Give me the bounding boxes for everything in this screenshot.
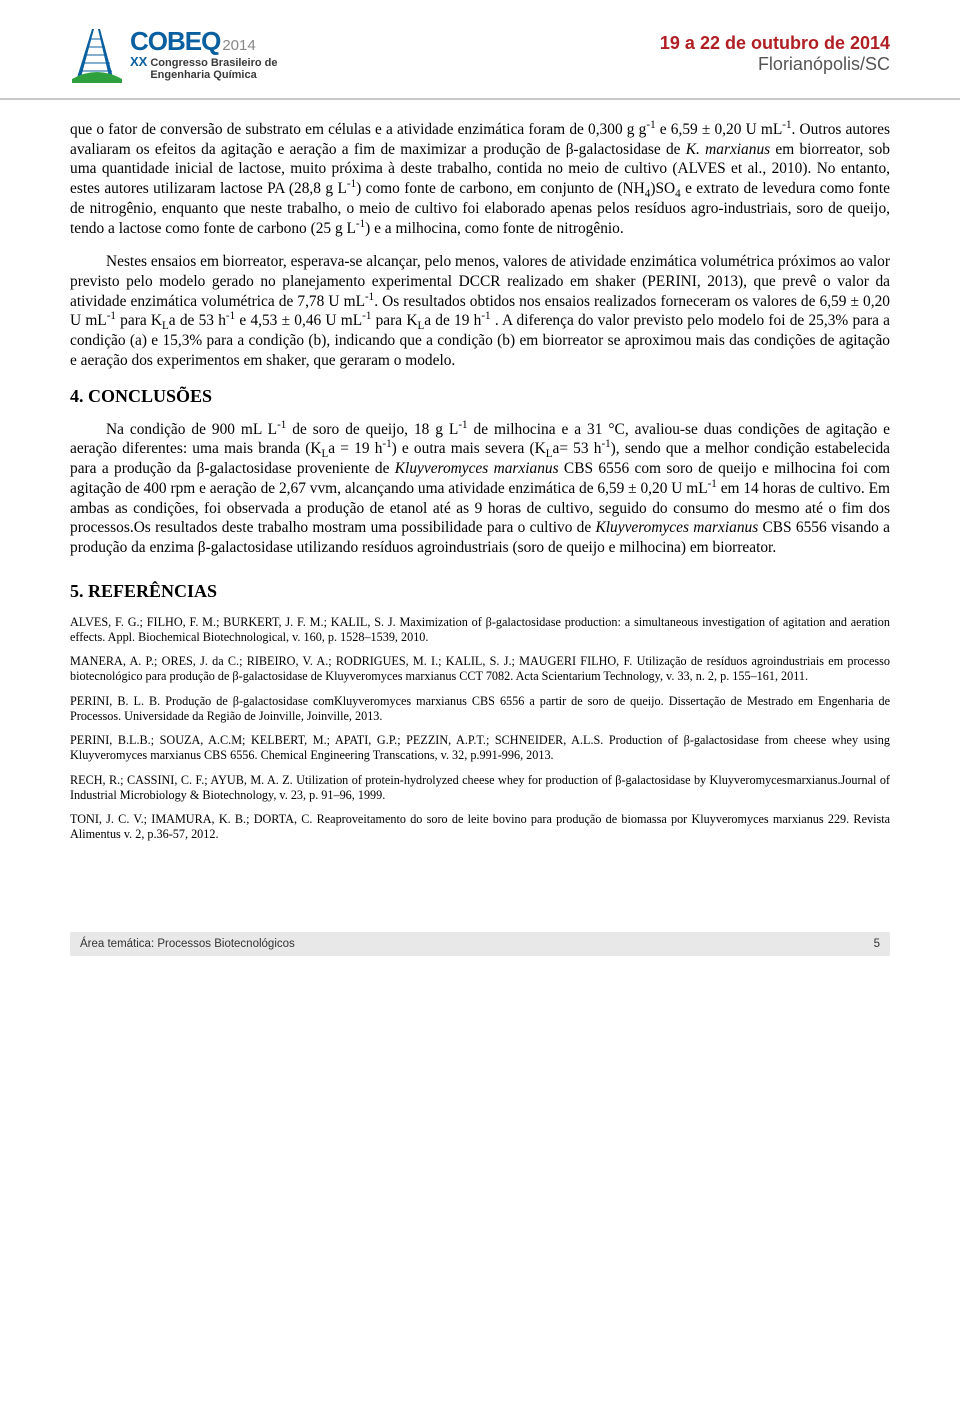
reference-item: ALVES, F. G.; FILHO, F. M.; BURKERT, J. … <box>70 615 890 646</box>
page-footer: Área temática: Processos Biotecnológicos… <box>70 932 890 956</box>
reference-item: PERINI, B.L.B.; SOUZA, A.C.M; KELBERT, M… <box>70 733 890 764</box>
header-right: 19 a 22 de outubro de 2014 Florianópolis… <box>660 33 890 75</box>
logo-year: 2014 <box>222 37 255 54</box>
logo-title: COBEQ <box>130 26 220 57</box>
body-paragraph-2: Nestes ensaios em biorreator, esperava-s… <box>70 252 890 370</box>
reference-item: PERINI, B. L. B. Produção de β-galactosi… <box>70 694 890 725</box>
body-paragraph-1: que o fator de conversão de substrato em… <box>70 120 890 238</box>
header-location: Florianópolis/SC <box>660 54 890 75</box>
section-heading-referencias: 5. REFERÊNCIAS <box>70 580 890 603</box>
page-header: COBEQ 2014 XX Congresso Brasileiro de En… <box>0 0 960 100</box>
logo-text-block: COBEQ 2014 XX Congresso Brasileiro de En… <box>130 26 278 81</box>
footer-page-number: 5 <box>874 938 880 950</box>
page-content: que o fator de conversão de substrato em… <box>0 100 960 882</box>
section-heading-conclusoes: 4. CONCLUSÕES <box>70 385 890 408</box>
event-logo: COBEQ 2014 XX Congresso Brasileiro de En… <box>70 23 278 85</box>
cobeq-bridge-icon <box>70 23 124 85</box>
body-paragraph-3: Na condição de 900 mL L-1 de soro de que… <box>70 420 890 558</box>
footer-area-label: Área temática: Processos Biotecnológicos <box>80 938 295 950</box>
reference-item: MANERA, A. P.; ORES, J. da C.; RIBEIRO, … <box>70 654 890 685</box>
reference-item: TONI, J. C. V.; IMAMURA, K. B.; DORTA, C… <box>70 812 890 843</box>
references-list: ALVES, F. G.; FILHO, F. M.; BURKERT, J. … <box>70 615 890 843</box>
header-date: 19 a 22 de outubro de 2014 <box>660 33 890 54</box>
reference-item: RECH, R.; CASSINI, C. F.; AYUB, M. A. Z.… <box>70 773 890 804</box>
logo-xx: XX <box>130 54 147 69</box>
logo-sub2: Engenharia Química <box>150 70 277 82</box>
